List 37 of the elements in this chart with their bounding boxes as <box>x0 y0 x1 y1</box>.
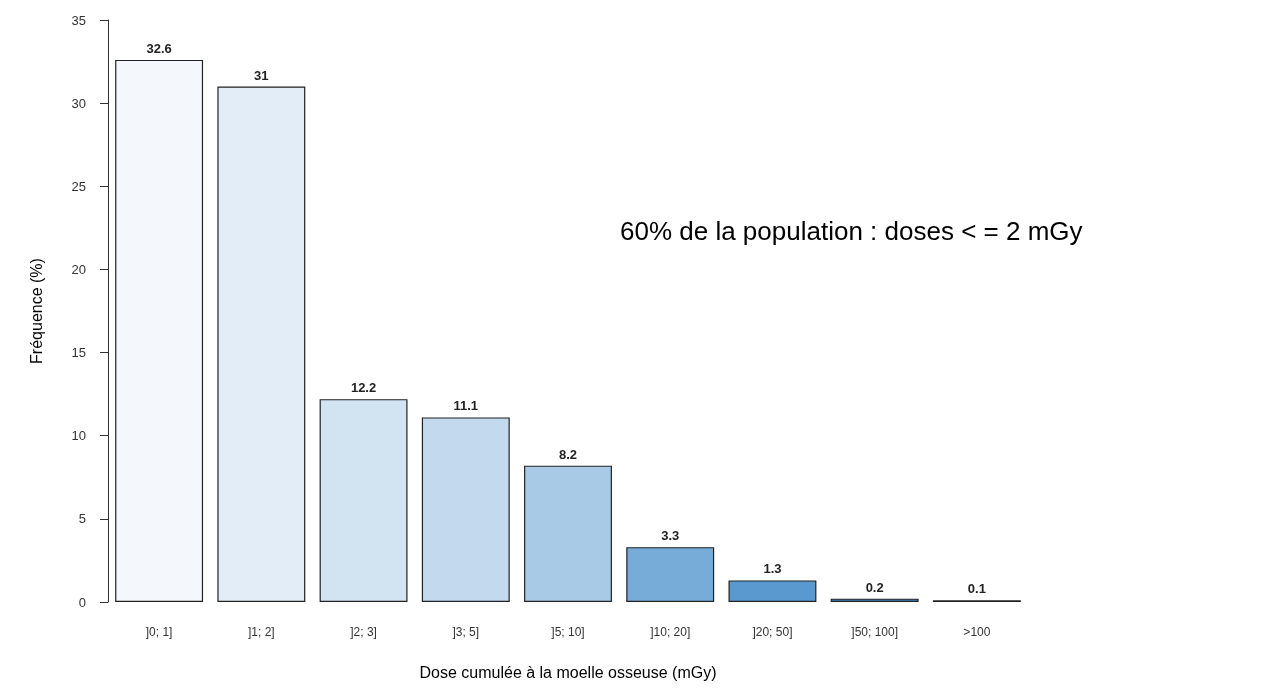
data-label: 31 <box>254 67 269 83</box>
x-tick-label: ]20; 50] <box>752 625 793 639</box>
x-tick-label: ]1; 2] <box>247 625 275 639</box>
data-label: 3.3 <box>661 528 680 544</box>
x-tick-label: ]50; 100] <box>851 625 899 639</box>
y-tick-label: 35 <box>71 12 86 28</box>
data-label: 0.2 <box>865 579 884 595</box>
y-tick-label: 15 <box>71 345 86 361</box>
bar <box>830 598 919 602</box>
data-label: 12.2 <box>350 380 377 396</box>
bar <box>217 86 306 602</box>
x-tick-label: ]2; 3] <box>350 625 377 639</box>
bar <box>115 59 204 602</box>
y-tick-label: 10 <box>71 428 86 444</box>
data-label: 8.2 <box>558 446 578 462</box>
bar <box>421 417 510 602</box>
data-label: 11.1 <box>453 398 479 414</box>
bar <box>524 465 612 602</box>
data-label: 32.6 <box>146 40 172 56</box>
y-tick-label: 25 <box>71 178 86 194</box>
x-axis-title: Dose cumulée à la moelle osseuse (mGy) <box>419 663 717 681</box>
y-tick-label: 5 <box>78 511 86 527</box>
bar <box>319 399 408 602</box>
y-tick-label: 30 <box>71 95 86 111</box>
y-tick-label: 0 <box>78 594 86 610</box>
bar <box>626 547 715 602</box>
annotation: 60% de la population : doses < = 2 mGy <box>620 216 1083 246</box>
data-label: 0.1 <box>967 581 986 597</box>
x-tick-label: ]3; 5] <box>452 625 480 639</box>
x-tick-label: ]5; 10] <box>551 625 585 639</box>
y-axis-title: Fréquence (%) <box>27 258 45 364</box>
x-tick-label: ]10; 20] <box>650 625 691 639</box>
data-label: 1.3 <box>763 561 782 577</box>
x-tick-label: ]0; 1] <box>145 625 173 639</box>
x-tick-label: >100 <box>963 625 991 639</box>
y-tick-label: 20 <box>71 261 86 277</box>
bar <box>728 580 817 602</box>
